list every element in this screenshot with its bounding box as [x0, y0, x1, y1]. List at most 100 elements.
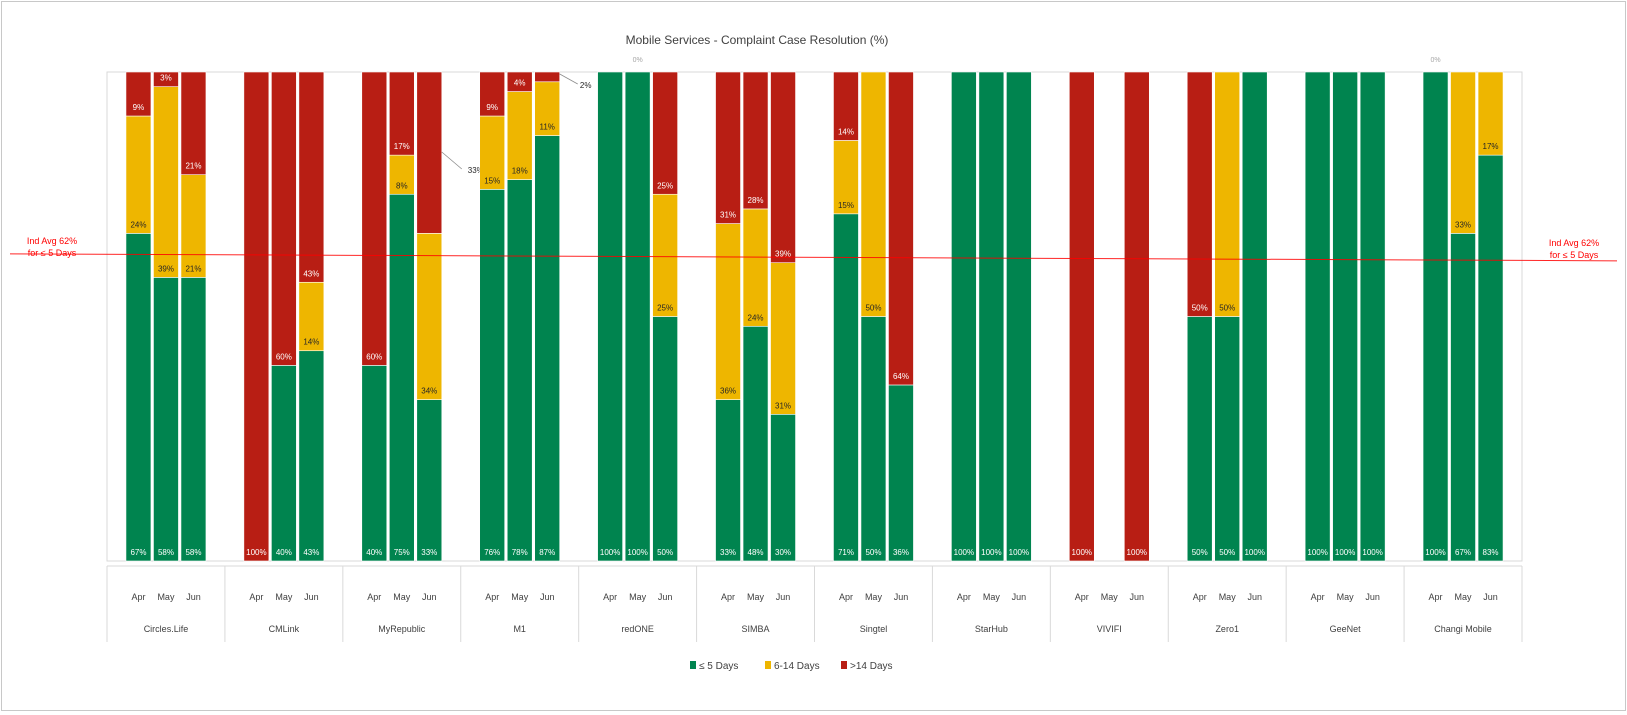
data-label-le5: 33% — [720, 548, 736, 557]
data-label-le5: 50% — [1219, 548, 1235, 557]
data-label-d6to14: 24% — [748, 313, 764, 322]
bar-segment-gt14 — [298, 71, 325, 283]
bar-segment-le5 — [1422, 71, 1449, 562]
data-label-le5: 40% — [276, 548, 292, 557]
x-category-label: GeeNet — [1330, 624, 1362, 634]
data-label-le5: 50% — [1192, 548, 1208, 557]
bar-segment-gt14 — [1068, 71, 1095, 562]
x-tick-month: Apr — [249, 592, 263, 602]
bar-segment-d6to14 — [1214, 71, 1241, 317]
plot-border — [106, 71, 1523, 562]
data-label-le5: 83% — [1483, 548, 1499, 557]
bar-segment-gt14 — [388, 71, 415, 156]
data-label-d6to14: 8% — [396, 181, 408, 190]
data-label-d6to14: 50% — [1219, 304, 1235, 313]
bar-segment-le5 — [742, 325, 769, 562]
data-label-d6to14: 21% — [185, 264, 201, 273]
data-label-gt14: 60% — [276, 352, 292, 361]
bar-segment-gt14 — [506, 71, 533, 92]
x-tick-month: Jun — [304, 592, 319, 602]
data-label-d6to14: 33% — [1455, 220, 1471, 229]
data-label-le5: 100% — [1335, 548, 1355, 557]
bar-segment-le5 — [1477, 154, 1504, 562]
x-tick-month: Jun — [422, 592, 437, 602]
legend-swatch-6-14 — [765, 661, 771, 669]
bar-segment-gt14 — [742, 71, 769, 210]
bar-segment-d6to14 — [479, 115, 506, 190]
bar-segment-le5 — [271, 365, 297, 562]
bar-segment-d6to14 — [506, 91, 533, 180]
data-label-gt14: 31% — [720, 211, 736, 220]
data-label-d6to14: 18% — [512, 167, 528, 176]
data-label-le5: 33% — [421, 548, 437, 557]
bar-segment-le5 — [298, 350, 325, 562]
x-tick-month: May — [157, 592, 175, 602]
data-label-d6to14: 50% — [865, 304, 881, 313]
bar-segment-le5 — [951, 71, 977, 562]
x-category-label: VIVIFI — [1097, 624, 1122, 634]
bar-segment-d6to14 — [153, 86, 179, 278]
legend-swatch-gt14 — [841, 661, 847, 669]
bar-segment-le5 — [506, 179, 533, 562]
x-tick-month: May — [747, 592, 765, 602]
bar-segment-d6to14 — [770, 262, 796, 415]
bar-segment-le5 — [715, 399, 741, 562]
bar-segment-le5 — [833, 213, 859, 562]
bar-segment-le5 — [388, 193, 415, 562]
x-tick-month: Apr — [1193, 592, 1207, 602]
legend: ≤ 5 Days 6-14 Days >14 Days — [690, 661, 893, 672]
bar-segment-le5 — [1304, 71, 1331, 562]
average-line — [9, 253, 1618, 262]
x-tick-month: May — [983, 592, 1001, 602]
data-label-gt14: 43% — [303, 269, 319, 278]
data-label-le5: 76% — [484, 548, 500, 557]
data-label-le5: 50% — [657, 548, 673, 557]
x-category-label: redONE — [621, 624, 654, 634]
data-label-d6to14: 14% — [303, 338, 319, 347]
bar-segment-le5 — [597, 71, 623, 562]
x-tick-month: May — [629, 592, 647, 602]
bar-segment-gt14 — [1186, 71, 1213, 317]
plot-area: 67% 24% 9% 58% 39% 3% 58% 21% 21% 100% 40% 60% 43% 14… — [106, 57, 1523, 562]
x-tick-month: Jun — [658, 592, 673, 602]
data-label-gt14: 21% — [185, 162, 201, 171]
average-reference: Ind Avg 62% for ≤ 5 Days Ind Avg 62% for… — [9, 236, 1618, 262]
x-tick-month: May — [1455, 592, 1473, 602]
data-label-le5: 71% — [838, 548, 854, 557]
bar-segment-d6to14 — [715, 223, 741, 400]
bar-segment-gt14 — [770, 71, 796, 264]
bar-segment-le5 — [888, 384, 914, 562]
data-label-le5: 100% — [954, 548, 974, 557]
bar-segment-le5 — [1332, 71, 1358, 562]
data-label-zero: 0% — [633, 57, 643, 64]
legend-label-le5: ≤ 5 Days — [699, 661, 738, 672]
data-label-le5: 67% — [130, 548, 146, 557]
data-label-gt14: 100% — [1072, 548, 1092, 557]
bar-segment-gt14 — [479, 71, 506, 117]
bar-segment-le5 — [978, 71, 1005, 562]
chart-title: Mobile Services - Complaint Case Resolut… — [626, 33, 889, 47]
bar-segment-d6to14 — [652, 193, 678, 317]
x-tick-month: May — [511, 592, 529, 602]
bar-segment-gt14 — [1123, 71, 1150, 562]
x-category-label: Changi Mobile — [1434, 624, 1492, 634]
bar-segment-d6to14 — [860, 71, 887, 317]
data-label-le5: 40% — [366, 548, 382, 557]
bar-segment-le5 — [1006, 71, 1032, 562]
bar-segment-gt14 — [361, 71, 388, 366]
bar-segment-le5 — [1214, 316, 1241, 562]
bar-segment-gt14 — [833, 71, 859, 141]
x-tick-month: Apr — [131, 592, 145, 602]
bar-segment-gt14 — [243, 71, 270, 562]
bar-segment-d6to14 — [125, 115, 152, 234]
data-label-le5: 100% — [1244, 548, 1264, 557]
data-label-le5: 43% — [303, 548, 319, 557]
data-label-d6to14: 39% — [158, 264, 174, 273]
x-tick-month: May — [1219, 592, 1237, 602]
x-tick-month: Apr — [839, 592, 853, 602]
data-label-d6to14: 31% — [775, 401, 791, 410]
bar-segment-le5 — [770, 413, 796, 562]
data-label-le5: 58% — [158, 548, 174, 557]
data-label-callout: 33% — [468, 166, 484, 175]
